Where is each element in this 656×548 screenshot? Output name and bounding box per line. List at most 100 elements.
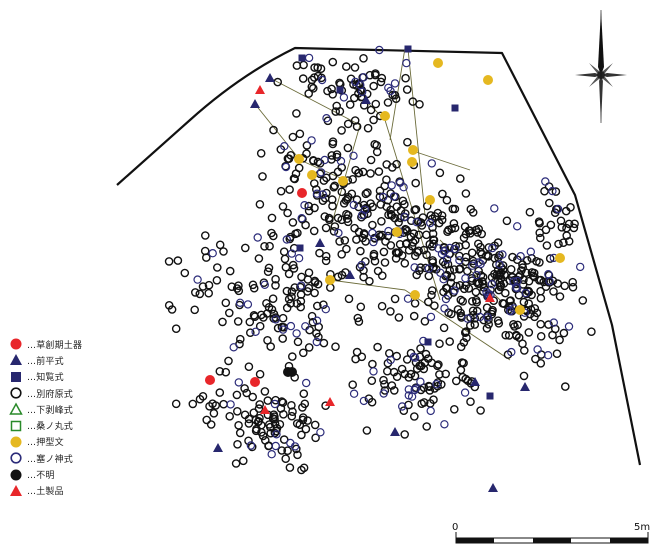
artifact-marker (483, 252, 493, 261)
artifact-marker (422, 422, 432, 431)
artifact-marker (466, 397, 475, 407)
artifact-marker (303, 416, 312, 425)
artifact-marker (267, 450, 276, 459)
artifact-marker (327, 151, 337, 160)
artifact-marker (473, 279, 483, 289)
scale-bar: 0 5m (452, 522, 650, 544)
artifact-marker (410, 290, 420, 300)
artifact-marker (333, 213, 343, 223)
artifact-marker (291, 169, 301, 178)
artifact-marker (450, 244, 460, 254)
artifact-marker (233, 439, 242, 449)
artifact-marker (475, 312, 485, 322)
artifact-marker (509, 319, 518, 329)
artifact-marker (461, 327, 471, 336)
artifact-marker (498, 250, 507, 259)
artifact-marker (386, 307, 395, 316)
artifact-marker (455, 264, 465, 274)
artifact-marker (289, 174, 299, 183)
artifact-marker (515, 305, 525, 315)
artifact-marker (173, 256, 183, 265)
artifact-marker (298, 54, 306, 62)
artifact-marker (202, 415, 211, 425)
artifact-marker (200, 231, 210, 240)
artifact-marker (409, 352, 418, 361)
artifact-marker (396, 206, 406, 215)
artifact-marker (474, 258, 483, 267)
artifact-marker (255, 199, 265, 209)
artifact-marker (281, 454, 291, 464)
artifact-marker (463, 314, 472, 323)
artifact-marker (403, 137, 412, 147)
artifact-marker (514, 290, 524, 300)
artifact-marker (410, 263, 419, 272)
artifact-marker (379, 192, 388, 202)
legend-label: …別府原式 (27, 389, 74, 400)
artifact-marker (518, 260, 527, 269)
artifact-marker (167, 305, 177, 314)
artifact-marker (249, 408, 259, 418)
artifact-marker (295, 129, 305, 139)
beppubaru-marker-group (164, 54, 596, 475)
artifact-marker (425, 239, 435, 249)
artifact-marker (375, 45, 384, 55)
artifact-marker (427, 159, 436, 168)
artifact-marker (253, 233, 262, 242)
artifact-marker (483, 75, 493, 85)
artifact-marker (300, 200, 309, 210)
artifact-marker (360, 205, 370, 214)
artifact-marker (279, 247, 289, 256)
artifact-marker (555, 253, 565, 263)
artifact-marker (319, 338, 329, 348)
artifact-marker (276, 186, 286, 196)
artifact-marker (470, 320, 480, 329)
artifact-marker (369, 237, 378, 247)
artifact-marker (354, 317, 364, 326)
artifact-marker (359, 230, 369, 239)
artifact-marker (370, 256, 380, 266)
artifact-marker (407, 392, 417, 401)
artifact-marker (404, 373, 414, 382)
artifact-marker (219, 247, 228, 256)
artifact-marker (219, 399, 228, 409)
compass-rose-icon (575, 10, 627, 123)
artifact-marker (327, 84, 336, 94)
artifact-marker (232, 406, 242, 416)
artifact-marker (363, 123, 373, 133)
artifact-marker (297, 430, 306, 440)
artifact-marker (190, 288, 200, 297)
artifact-marker (320, 212, 330, 221)
artifact-marker (435, 168, 445, 178)
artifact-marker (438, 189, 447, 199)
legend-label: …塞ノ神式 (27, 454, 74, 465)
artifact-marker (443, 259, 453, 269)
artifact-marker (544, 320, 553, 329)
artifact-marker (204, 288, 213, 298)
artifact-marker (471, 225, 481, 235)
artifact-marker (234, 420, 243, 430)
artifact-marker (545, 254, 555, 263)
artifact-marker (292, 109, 301, 118)
artifact-marker (269, 410, 279, 420)
artifact-marker (395, 178, 405, 187)
artifact-marker (386, 355, 395, 365)
artifact-marker (224, 356, 233, 366)
artifact-marker (363, 188, 372, 197)
artifact-marker (244, 414, 254, 424)
artifact-marker (555, 335, 564, 345)
artifact-marker (410, 205, 420, 215)
artifact-marker (390, 427, 400, 436)
artifact-marker (525, 207, 535, 217)
artifact-marker (472, 297, 482, 307)
artifact-marker (375, 192, 385, 201)
artifact-marker (467, 296, 477, 306)
artifact-marker (359, 54, 368, 63)
artifact-marker (265, 422, 275, 432)
artifact-marker (340, 236, 350, 245)
artifact-marker (519, 297, 529, 307)
artifact-marker (329, 226, 339, 236)
artifact-marker (287, 367, 297, 377)
artifact-marker (310, 278, 320, 287)
artifact-marker (320, 155, 329, 165)
artifact-marker (494, 318, 504, 328)
